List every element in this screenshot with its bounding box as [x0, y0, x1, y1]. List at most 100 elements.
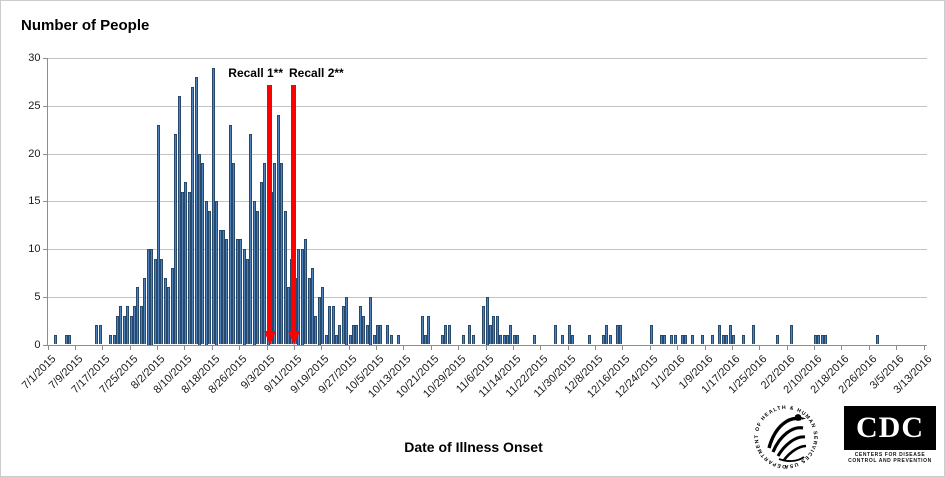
case-count-bar: [204, 201, 208, 345]
case-count-bar: [126, 306, 130, 345]
case-count-bar: [369, 296, 373, 345]
case-count-bar: [208, 210, 212, 345]
x-tick: [512, 345, 514, 350]
case-count-bar: [259, 182, 263, 345]
x-tick: [129, 345, 131, 350]
x-tick: [841, 345, 843, 350]
case-count-bar: [444, 325, 448, 345]
x-tick: [239, 345, 241, 350]
x-tick: [47, 345, 49, 350]
x-tick: [622, 345, 624, 350]
case-count-bar: [423, 334, 427, 345]
case-count-bar: [506, 334, 510, 345]
case-count-bar: [875, 334, 879, 345]
case-count-bar: [376, 325, 380, 345]
case-count-bar: [680, 334, 684, 345]
case-count-bar: [314, 315, 318, 345]
x-tick: [74, 345, 76, 350]
y-tick-label: 30: [28, 52, 41, 64]
x-tick: [376, 345, 378, 350]
case-count-bar: [615, 325, 619, 345]
case-count-bar: [701, 334, 705, 345]
case-count-bar: [690, 334, 694, 345]
case-count-bar: [317, 296, 321, 345]
case-count-bar: [684, 334, 688, 345]
x-axis-line: [46, 344, 927, 346]
case-count-bar: [533, 334, 537, 345]
x-tick: [595, 345, 597, 350]
case-count-bar: [201, 163, 205, 345]
case-count-bar: [215, 201, 219, 345]
x-tick: [677, 345, 679, 350]
y-tick: [42, 296, 48, 298]
x-tick: [321, 345, 323, 350]
y-tick: [42, 344, 48, 346]
case-count-bar: [280, 163, 284, 345]
case-count-bar: [338, 325, 342, 345]
case-count-bar: [516, 334, 520, 345]
case-count-bar: [341, 306, 345, 345]
case-count-bar: [252, 201, 256, 345]
y-tick-label: 20: [28, 147, 41, 160]
case-count-bar: [358, 306, 362, 345]
case-count-bar: [752, 325, 756, 345]
x-tick: [211, 345, 213, 350]
case-count-bar: [553, 325, 557, 345]
case-count-bar: [232, 163, 236, 345]
x-tick: [102, 345, 104, 350]
y-tick-label: 15: [28, 195, 41, 208]
case-count-bar: [352, 325, 356, 345]
case-count-bar: [362, 315, 366, 345]
gridline: [47, 249, 927, 250]
case-count-bar: [817, 334, 821, 345]
case-count-bar: [64, 334, 68, 345]
case-count-bar: [790, 325, 794, 345]
case-count-bar: [660, 334, 664, 345]
x-tick: [896, 345, 898, 350]
case-count-bar: [365, 325, 369, 345]
case-count-bar: [146, 249, 150, 345]
y-tick: [42, 58, 48, 59]
x-tick: [814, 345, 816, 350]
recall-2-annotation: Recall 2**: [289, 66, 344, 80]
case-count-bar: [468, 325, 472, 345]
case-count-bar: [167, 287, 171, 345]
case-count-bar: [109, 334, 113, 345]
case-count-bar: [673, 334, 677, 345]
case-count-bar: [728, 325, 732, 345]
case-count-bar: [228, 124, 232, 345]
case-count-bar: [297, 249, 301, 345]
case-count-bar: [287, 287, 291, 345]
case-count-bar: [379, 325, 383, 345]
x-tick: [731, 345, 733, 350]
case-count-bar: [153, 258, 157, 345]
case-count-bar: [482, 306, 486, 345]
case-count-bar: [649, 325, 653, 345]
case-count-bar: [328, 306, 332, 345]
case-count-bar: [776, 334, 780, 345]
case-count-bar: [742, 334, 746, 345]
x-tick: [184, 345, 186, 350]
gridline: [47, 58, 927, 59]
case-count-bar: [170, 268, 174, 345]
case-count-bar: [372, 334, 376, 345]
cdc-logo-box: CDC: [844, 406, 936, 450]
case-count-bar: [187, 191, 191, 345]
case-count-bar: [321, 287, 325, 345]
x-tick: [567, 345, 569, 350]
case-count-bar: [588, 334, 592, 345]
y-axis-title: Number of People: [21, 17, 150, 34]
case-count-bar: [307, 277, 311, 345]
case-count-bar: [331, 306, 335, 345]
case-count-bar: [163, 277, 167, 345]
recall-arrow-2: [291, 85, 297, 331]
case-count-bar: [263, 163, 267, 345]
case-count-bar: [324, 334, 328, 345]
x-tick: [293, 345, 295, 350]
case-count-bar: [133, 306, 137, 345]
case-count-bar: [420, 315, 424, 345]
case-count-bar: [601, 334, 605, 345]
case-count-bar: [119, 306, 123, 345]
case-count-bar: [567, 325, 571, 345]
case-count-bar: [348, 334, 352, 345]
